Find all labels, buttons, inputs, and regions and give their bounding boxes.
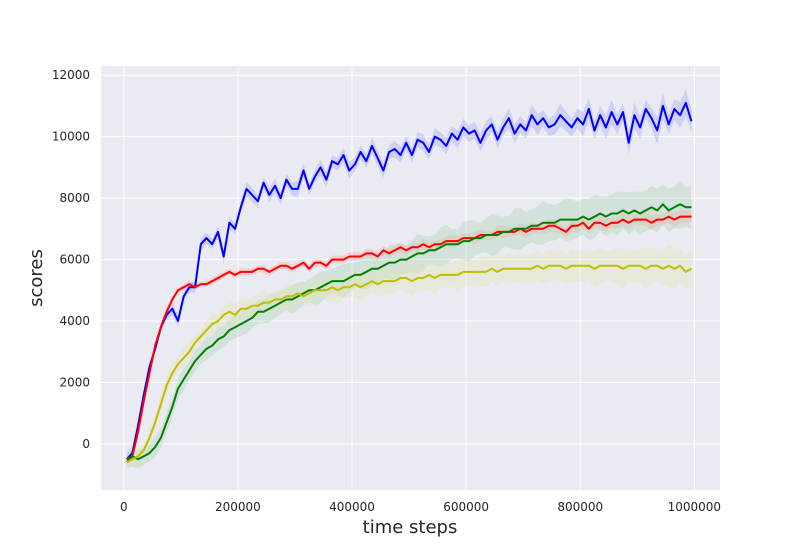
series-line <box>126 264 692 464</box>
y-tick-label: 12000 <box>52 68 90 82</box>
x-axis-label: time steps <box>363 517 458 538</box>
series-band <box>126 244 692 470</box>
y-axis-label: scores <box>26 249 47 307</box>
series-lines <box>125 101 693 464</box>
x-tick-label: 200000 <box>215 500 261 514</box>
y-tick-label: 4000 <box>59 314 90 328</box>
series-line <box>126 203 692 461</box>
series-line <box>125 215 692 463</box>
x-tick-label: 400000 <box>329 500 375 514</box>
x-tick-label: 1000000 <box>668 500 721 514</box>
x-tick-label: 800000 <box>557 500 603 514</box>
x-tick-label: 0 <box>120 500 128 514</box>
y-tick-label: 0 <box>82 437 90 451</box>
series-band <box>126 210 692 465</box>
tick-labels: 0 200000 400000 600000 800000 1000000 0 2000 400… <box>52 68 721 514</box>
y-tick-label: 6000 <box>59 253 90 267</box>
series-band <box>126 89 692 465</box>
y-tick-label: 8000 <box>59 191 90 205</box>
x-tick-label: 600000 <box>443 500 489 514</box>
grid <box>101 66 720 490</box>
y-tick-label: 2000 <box>59 375 90 389</box>
y-tick-label: 10000 <box>52 130 90 144</box>
series-line <box>125 101 693 460</box>
